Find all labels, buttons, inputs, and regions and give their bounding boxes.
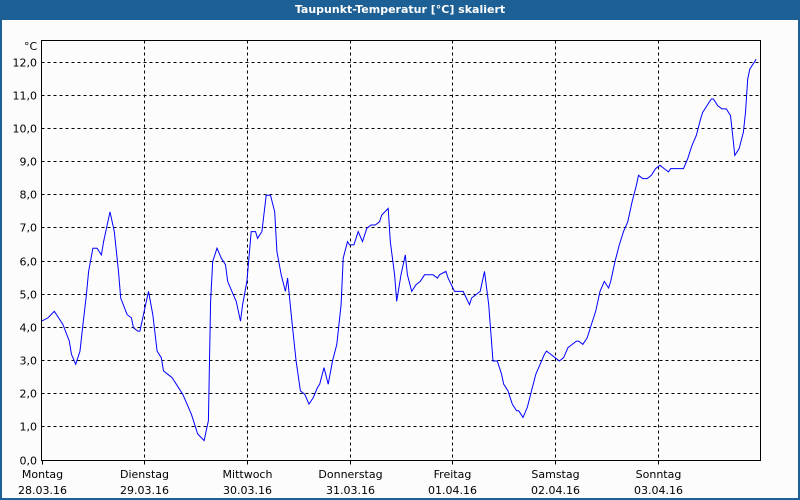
x-tick-date: 01.04.16 [428,484,477,497]
x-tick-day: Mittwoch [223,468,273,481]
series-line [41,58,757,442]
y-tick-label: 1,0 [20,421,38,434]
x-tick-day: Freitag [434,468,472,481]
y-tick-label: 10,0 [13,123,38,136]
x-tick-day: Donnerstag [318,468,382,481]
window-title: Taupunkt-Temperatur [°C] skaliert [0,0,800,20]
x-tick-day: Dienstag [120,468,169,481]
x-tick-day: Sonntag [636,468,682,481]
x-tick-day: Montag [22,468,63,481]
y-tick-label: 8,0 [20,189,38,202]
x-tick-date: 29.03.16 [120,484,169,497]
x-tick-date: 30.03.16 [223,484,272,497]
y-tick-label: 7,0 [20,222,38,235]
x-tick-date: 31.03.16 [326,484,375,497]
grid [41,40,761,465]
y-tick-label: 4,0 [20,322,38,335]
y-tick-label: 6,0 [20,256,38,269]
y-tick-label: 2,0 [20,388,38,401]
y-axis-unit: °C [24,40,38,53]
y-tick-label: 12,0 [13,57,38,70]
y-tick-label: 9,0 [20,156,38,169]
x-tick-date: 03.04.16 [634,484,683,497]
plot-frame [41,40,761,461]
y-tick-label: 5,0 [20,289,38,302]
y-tick-label: 3,0 [20,355,38,368]
y-axis-labels: 0,0 1,0 2,0 3,0 4,0 5,0 6,0 7,0 8,0 9,0 10,0 11,0 12… [13,57,38,468]
x-tick-day: Samstag [531,468,579,481]
y-tick-label: 0,0 [20,455,38,468]
x-tick-date: 28.03.16 [18,484,67,497]
y-tick-label: 11,0 [13,90,38,103]
chart-area [2,20,798,498]
x-axis-labels: Montag 28.03.16 Dienstag 29.03.16 Mittwoch 30… [18,468,683,497]
x-tick-date: 02.04.16 [531,484,580,497]
